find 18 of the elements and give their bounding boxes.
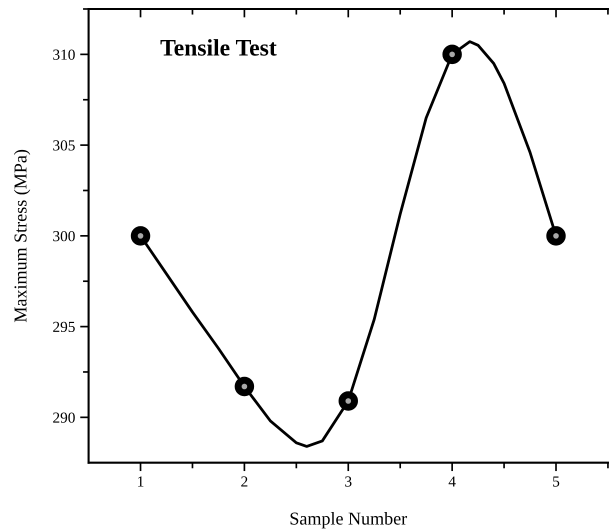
y-axis-title: Maximum Stress (MPa) bbox=[14, 150, 30, 322]
x-tick-label: 4 bbox=[448, 476, 456, 487]
y-tick-label: 295 bbox=[53, 322, 75, 332]
text: Tensile Test bbox=[160, 39, 277, 56]
point bbox=[130, 226, 150, 246]
x-tick-label: 5 bbox=[553, 476, 560, 487]
y-tick-label: 305 bbox=[53, 140, 75, 151]
point bbox=[442, 44, 462, 64]
x-tick-label: 1 bbox=[138, 476, 144, 487]
y-tick-label: 290 bbox=[53, 412, 75, 423]
point bbox=[234, 376, 254, 396]
y-tick-label: 300 bbox=[53, 230, 75, 242]
y-tick-label: 310 bbox=[53, 50, 75, 60]
x-tick-label: 3 bbox=[345, 476, 352, 487]
point bbox=[338, 391, 358, 411]
x-tick-label: 2 bbox=[241, 476, 248, 487]
x-axis-title: Sample Number bbox=[290, 512, 408, 528]
point bbox=[546, 226, 566, 246]
